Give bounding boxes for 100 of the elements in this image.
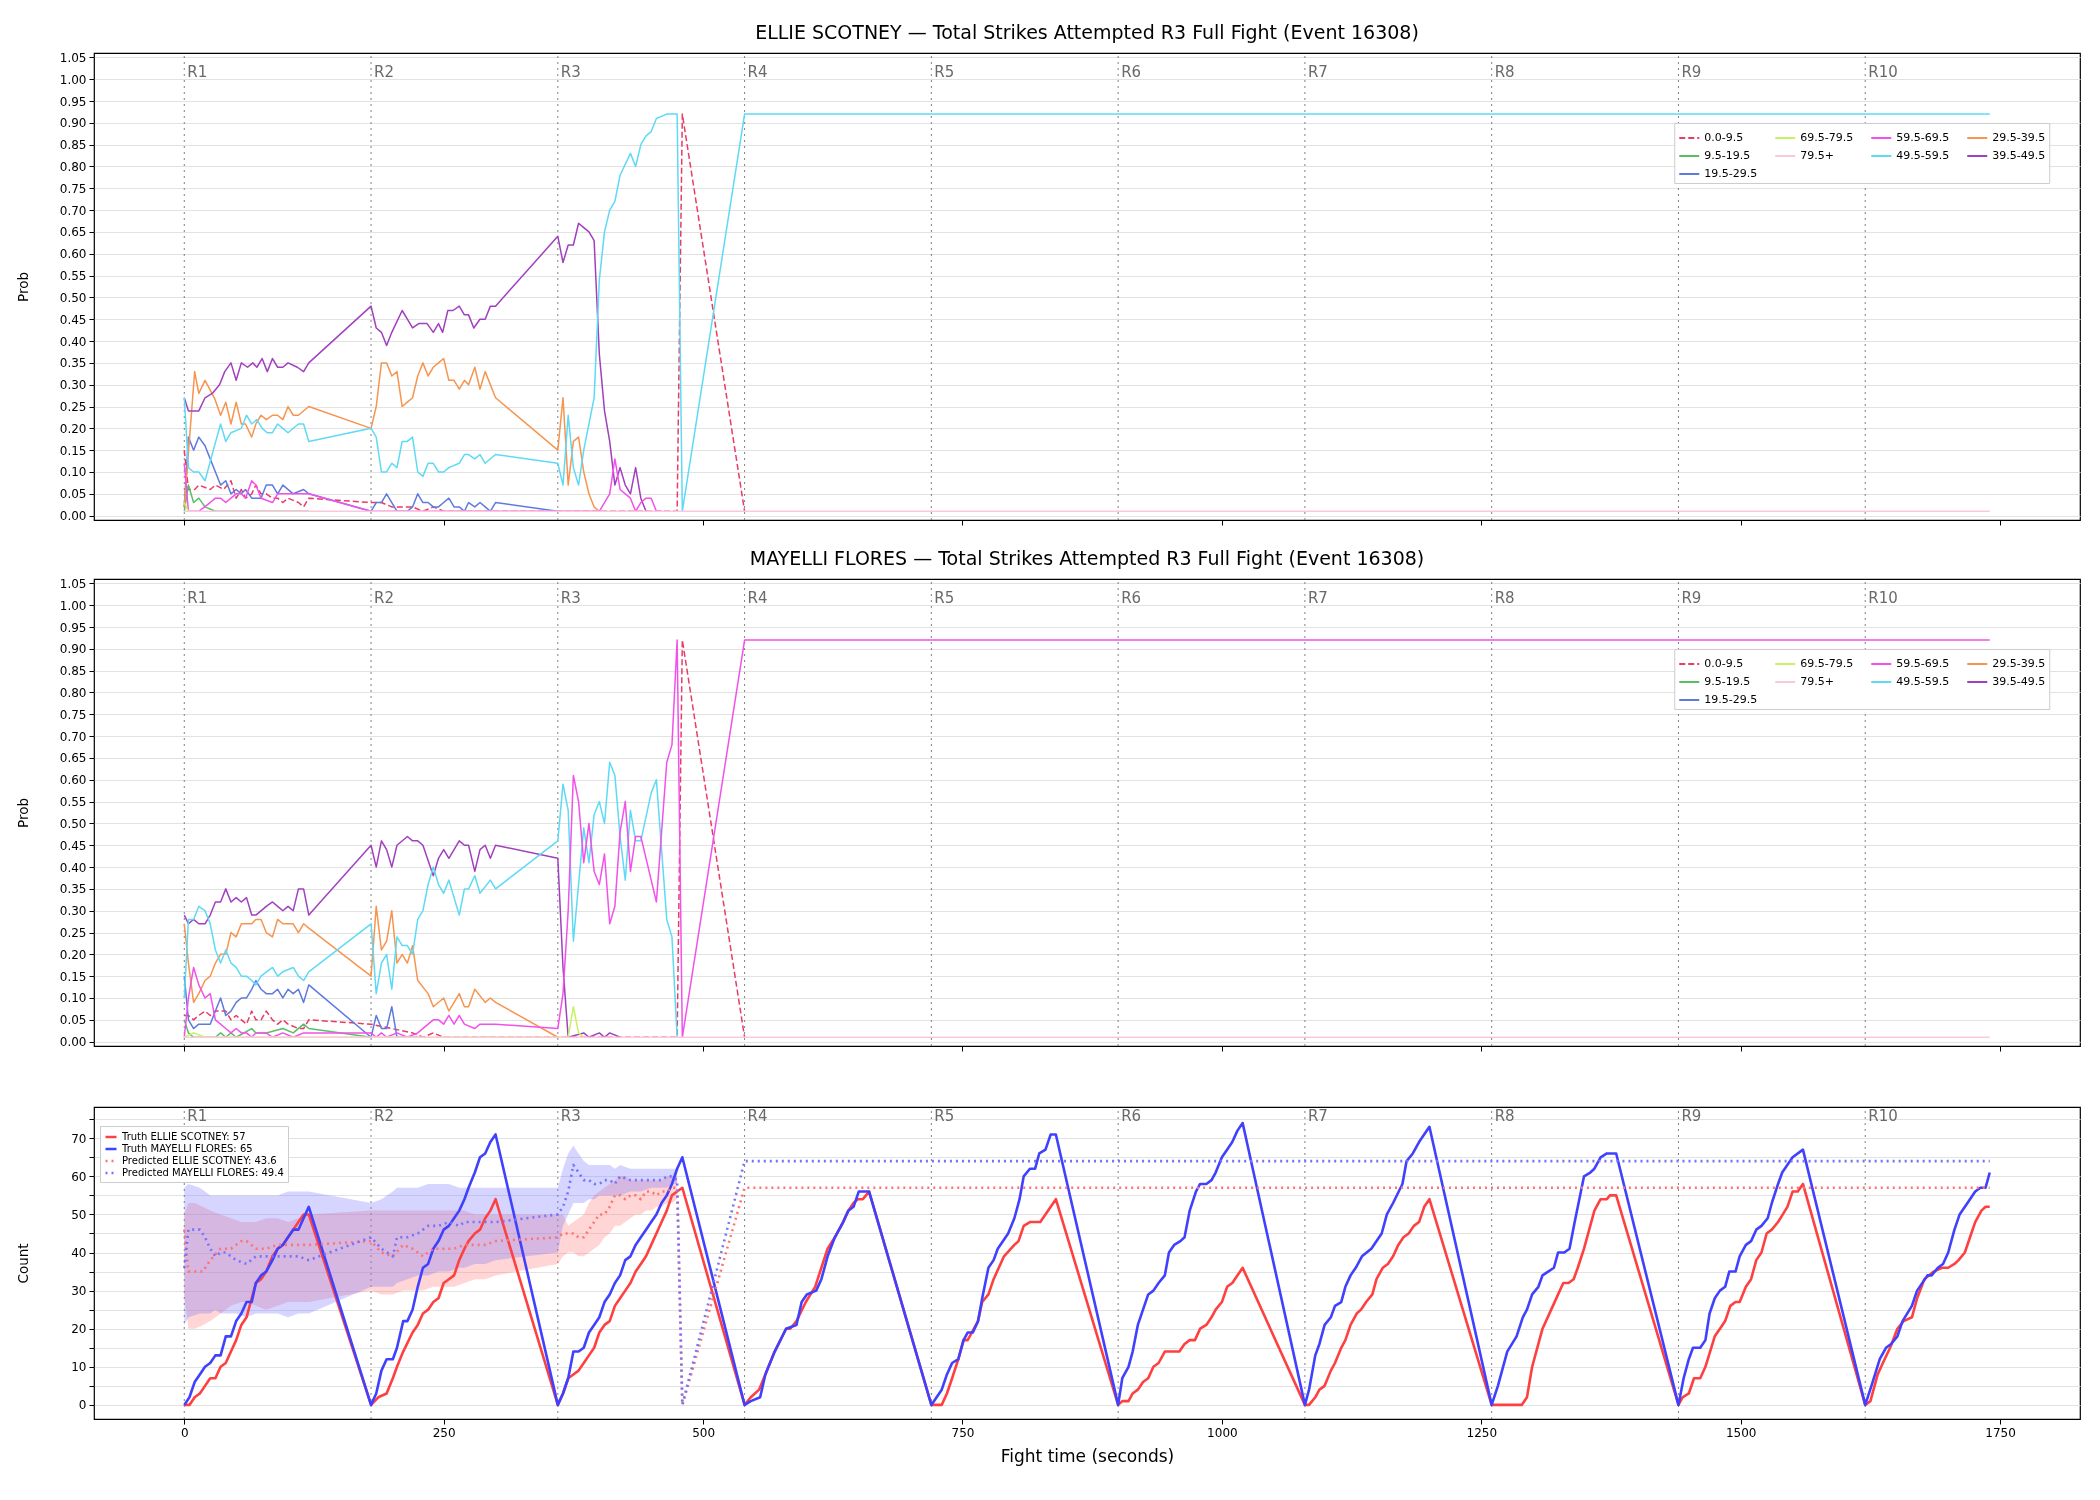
legend-label: Predicted ELLIE SCOTNEY: 43.6 xyxy=(122,1155,277,1166)
legend-label: 59.5-69.5 xyxy=(1896,657,1950,670)
ref-line-label: R5 xyxy=(934,63,955,81)
y-tick-label: 0.85 xyxy=(59,664,87,679)
ref-line-label: R5 xyxy=(934,1107,955,1125)
y-tick-label: 0.70 xyxy=(59,729,87,744)
y-tick-label: 0.00 xyxy=(59,1035,87,1050)
ref-line-label: R10 xyxy=(1868,589,1898,607)
ref-line-label: R7 xyxy=(1307,589,1328,607)
legend-label: Predicted MAYELLI FLORES: 49.4 xyxy=(122,1167,284,1178)
y-tick-label: 0.40 xyxy=(59,860,87,875)
y-tick-label: 0.45 xyxy=(59,838,87,853)
y-tick-label: 0.60 xyxy=(59,247,87,262)
y-tick-label: 30 xyxy=(71,1284,87,1299)
x-tick-label: 250 xyxy=(432,1425,456,1440)
ref-line-label: R6 xyxy=(1121,63,1142,81)
x-tick-label: 750 xyxy=(951,1425,975,1440)
x-tick-label: 1750 xyxy=(1985,1425,2016,1440)
ref-line-label: R6 xyxy=(1121,1107,1142,1125)
y-tick-label: 0.10 xyxy=(59,991,87,1006)
legend-label: 39.5-49.5 xyxy=(1992,675,2046,688)
legend-label: 49.5-59.5 xyxy=(1896,675,1950,688)
legend-label: Truth ELLIE SCOTNEY: 57 xyxy=(121,1131,246,1142)
ref-line-label: R9 xyxy=(1681,1107,1702,1125)
ref-line-label: R4 xyxy=(747,589,768,607)
x-tick-label: 1000 xyxy=(1207,1425,1238,1440)
y-axis-title: Count xyxy=(14,1243,31,1284)
legend-label: 9.5-19.5 xyxy=(1704,149,1751,162)
ref-line-label: R4 xyxy=(747,1107,768,1125)
y-tick-label: 0 xyxy=(78,1398,87,1413)
y-tick-label: 0.55 xyxy=(59,269,87,284)
y-tick-label: 0.60 xyxy=(59,773,87,788)
x-tick-label: 1500 xyxy=(1725,1425,1757,1440)
y-tick-label: 0.55 xyxy=(59,795,87,810)
y-tick-label: 0.50 xyxy=(59,816,87,831)
ref-line-label: R7 xyxy=(1307,63,1328,81)
y-tick-label: 1.05 xyxy=(59,50,87,65)
y-tick-label: 0.90 xyxy=(59,642,87,657)
y-tick-label: 0.45 xyxy=(59,312,87,327)
ref-line-label: R10 xyxy=(1868,1107,1898,1125)
y-tick-label: 0.15 xyxy=(59,443,87,458)
y-tick-label: 0.25 xyxy=(59,400,87,415)
y-tick-label: 0.20 xyxy=(59,421,87,436)
ref-line-label: R6 xyxy=(1121,589,1142,607)
y-tick-label: 0.05 xyxy=(59,1013,87,1028)
y-tick-label: 1.05 xyxy=(59,576,87,591)
ref-line-label: R10 xyxy=(1868,63,1898,81)
y-tick-label: 0.80 xyxy=(59,159,87,174)
legend-label: 79.5+ xyxy=(1800,149,1834,162)
legend-label: Truth MAYELLI FLORES: 65 xyxy=(121,1143,253,1154)
y-tick-label: 1.00 xyxy=(59,598,87,613)
y-tick-label: 20 xyxy=(71,1322,87,1337)
ref-line-label: R8 xyxy=(1494,63,1515,81)
ref-line-label: R1 xyxy=(187,63,208,81)
ref-line-label: R1 xyxy=(187,1107,208,1125)
x-axis-title: Fight time (seconds) xyxy=(1000,1445,1175,1466)
legend-label: 0.0-9.5 xyxy=(1704,131,1744,144)
ref-line-label: R3 xyxy=(560,63,581,81)
y-tick-label: 0.65 xyxy=(59,225,87,240)
y-tick-label: 0.75 xyxy=(59,707,87,722)
y-tick-label: 60 xyxy=(71,1169,87,1184)
legend-label: 29.5-39.5 xyxy=(1992,131,2046,144)
y-tick-label: 50 xyxy=(71,1207,87,1222)
legend-label: 19.5-29.5 xyxy=(1704,693,1758,706)
y-tick-label: 0.20 xyxy=(59,947,87,962)
y-tick-label: 0.85 xyxy=(59,138,87,153)
legend-label: 0.0-9.5 xyxy=(1704,657,1744,670)
y-tick-label: 1.00 xyxy=(59,72,87,87)
y-tick-label: 0.00 xyxy=(59,509,87,524)
ref-line-label: R9 xyxy=(1681,589,1702,607)
y-axis-title: Prob xyxy=(14,798,31,828)
legend-label: 9.5-19.5 xyxy=(1704,675,1751,688)
y-tick-label: 0.90 xyxy=(59,116,87,131)
ref-line-label: R8 xyxy=(1494,589,1515,607)
legend-label: 69.5-79.5 xyxy=(1800,657,1854,670)
ref-line-label: R4 xyxy=(747,63,768,81)
ref-line-label: R9 xyxy=(1681,63,1702,81)
legend-label: 39.5-49.5 xyxy=(1992,149,2046,162)
legend-label: 29.5-39.5 xyxy=(1992,657,2046,670)
chart-title: ELLIE SCOTNEY — Total Strikes Attempted R3 Full Fight (Event 16308) xyxy=(755,21,1419,44)
y-tick-label: 0.65 xyxy=(59,751,87,766)
y-axis-title: Prob xyxy=(14,272,31,302)
chart-title: MAYELLI FLORES — Total Strikes Attempted R3 Full Fight (Event 16308) xyxy=(749,547,1425,570)
ref-line-label: R1 xyxy=(187,589,208,607)
y-tick-label: 0.30 xyxy=(59,378,87,393)
y-tick-label: 0.70 xyxy=(59,203,87,218)
ref-line-label: R5 xyxy=(934,589,955,607)
y-tick-label: 0.80 xyxy=(59,685,87,700)
y-tick-label: 0.30 xyxy=(59,904,87,919)
y-tick-label: 40 xyxy=(71,1246,87,1261)
ref-line-label: R2 xyxy=(374,1107,395,1125)
ref-line-label: R2 xyxy=(374,63,395,81)
y-tick-label: 0.25 xyxy=(59,926,87,941)
y-tick-label: 0.35 xyxy=(59,356,87,371)
legend-label: 69.5-79.5 xyxy=(1800,131,1854,144)
x-tick-label: 0 xyxy=(180,1425,189,1440)
y-tick-label: 0.50 xyxy=(59,290,87,305)
legend-label: 19.5-29.5 xyxy=(1704,167,1758,180)
y-tick-label: 0.35 xyxy=(59,882,87,897)
ref-line-label: R3 xyxy=(560,1107,581,1125)
